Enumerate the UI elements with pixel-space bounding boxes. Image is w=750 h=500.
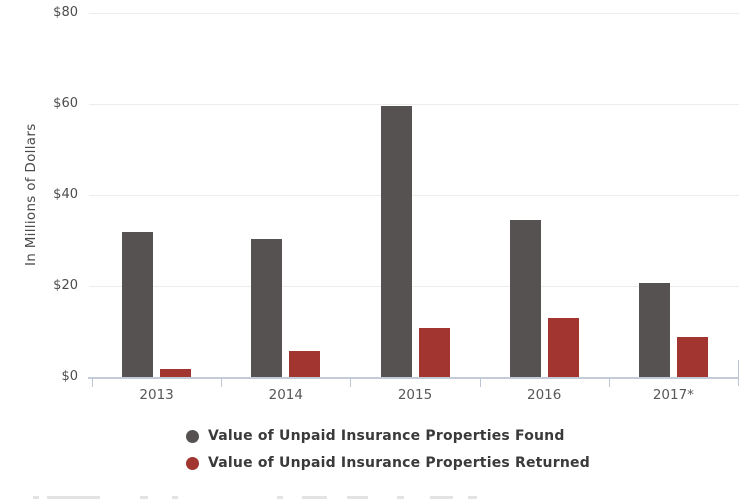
x-category-label: 2015: [397, 387, 433, 403]
legend-label: Value of Unpaid Insurance Properties Fou…: [208, 428, 565, 444]
clipped-footnote-fragment: [430, 496, 453, 499]
x-category-label: 2017*: [652, 387, 694, 403]
clipped-footnote-fragment: [347, 496, 368, 499]
x-axis-tick: [738, 360, 739, 386]
y-tick-label: $20: [53, 278, 78, 293]
y-tick-label: $0: [61, 369, 78, 384]
clipped-footnote-fragment: [47, 496, 100, 499]
bar-returned-2016: [547, 317, 579, 377]
x-category-label: 2013: [139, 387, 174, 403]
bar-returned-2015: [418, 328, 450, 377]
legend-label: Value of Unpaid Insurance Properties Ret…: [208, 455, 590, 471]
bar-found-2014: [251, 239, 283, 377]
clipped-footnote-fragment: [397, 496, 404, 499]
gridline-$20: [89, 286, 739, 287]
gridline-$80: [89, 13, 739, 14]
gridline-$60: [89, 104, 739, 105]
gridline-$40: [89, 195, 739, 196]
clipped-footnote: [0, 496, 750, 500]
clipped-footnote-fragment: [172, 496, 178, 499]
legend-item-returned[interactable]: Value of Unpaid Insurance Properties Ret…: [186, 455, 590, 471]
legend-item-found[interactable]: Value of Unpaid Insurance Properties Fou…: [186, 428, 590, 444]
x-axis-tick: [92, 378, 93, 387]
bar-found-2013: [122, 231, 154, 377]
x-axis-tick: [479, 378, 481, 387]
bar-returned-2013: [160, 369, 192, 377]
clipped-footnote-fragment: [140, 496, 148, 499]
bar-found-2016: [509, 220, 541, 377]
y-tick-label: $60: [53, 96, 78, 111]
clipped-footnote-fragment: [33, 496, 39, 499]
x-axis-tick: [608, 378, 610, 387]
clipped-footnote-fragment: [277, 496, 283, 499]
bar-returned-2014: [289, 351, 321, 377]
x-axis-tick: [350, 378, 352, 387]
x-category-label: 2016: [527, 387, 562, 403]
x-axis-tick: [221, 378, 223, 387]
x-axis-line: [88, 377, 739, 379]
bar-found-2015: [380, 105, 412, 377]
y-tick-label: $80: [53, 5, 78, 20]
clipped-footnote-fragment: [468, 496, 477, 499]
y-tick-label: $40: [53, 187, 78, 202]
bar-found-2017*: [638, 282, 670, 377]
legend-marker-icon: [186, 456, 199, 470]
x-category-label: 2014: [268, 387, 303, 403]
legend-marker-icon: [186, 429, 199, 443]
legend: Value of Unpaid Insurance Properties Fou…: [186, 428, 590, 471]
bar-returned-2017*: [676, 337, 708, 377]
clipped-footnote-fragment: [302, 496, 327, 499]
